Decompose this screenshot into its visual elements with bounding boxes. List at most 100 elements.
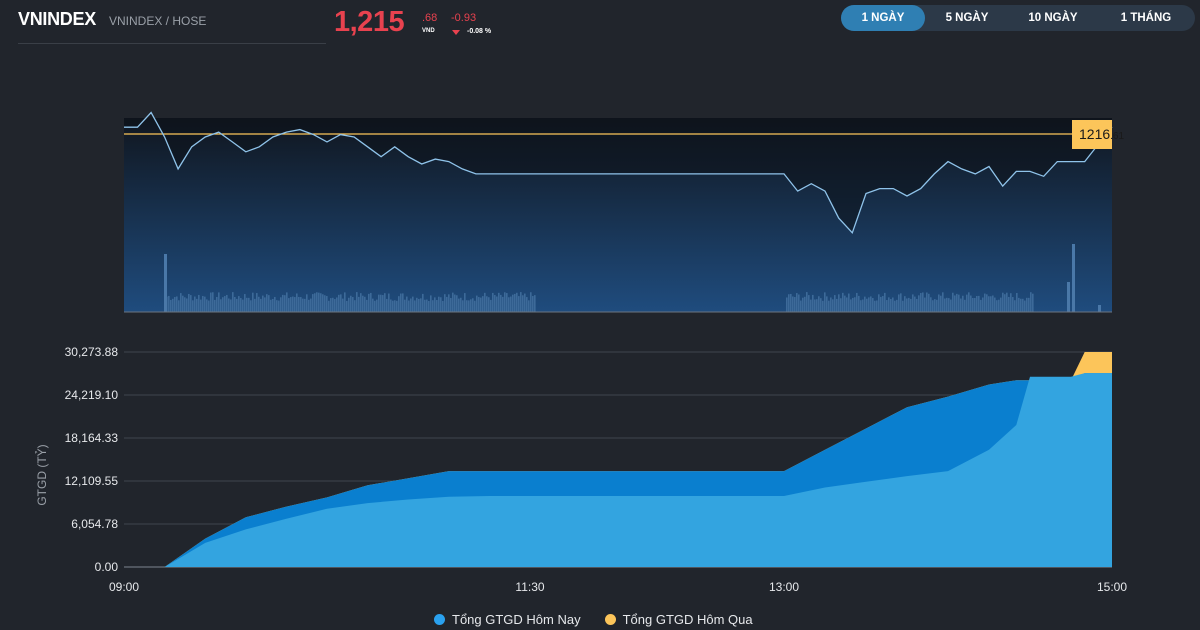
volume-bar xyxy=(264,297,266,312)
volume-bar xyxy=(402,293,404,312)
volume-bar xyxy=(362,295,364,312)
volume-bar xyxy=(874,300,876,312)
volume-bar xyxy=(964,299,966,312)
volume-bar xyxy=(350,295,352,312)
legend: Tổng GTGD Hôm Nay Tổng GTGD Hôm Qua xyxy=(434,612,753,627)
range-10-days-button[interactable]: 10 NGÀY xyxy=(1028,12,1078,24)
volume-bar xyxy=(428,300,430,312)
volume-bar xyxy=(348,297,350,312)
volume-bar xyxy=(450,297,452,312)
volume-bar xyxy=(410,298,412,312)
volume-bar xyxy=(164,254,167,312)
volume-bar xyxy=(192,300,194,312)
volume-bar xyxy=(464,293,466,312)
volume-bar xyxy=(206,299,208,312)
volume-bar xyxy=(244,294,246,312)
volume-bar xyxy=(864,296,866,312)
volume-bar xyxy=(272,298,274,312)
volume-bar xyxy=(200,299,202,312)
legend-item-yesterday[interactable]: Tổng GTGD Hôm Qua xyxy=(604,612,753,627)
volume-bar xyxy=(786,297,788,312)
volume-bar xyxy=(460,297,462,312)
volume-bar xyxy=(216,297,218,312)
volume-bar xyxy=(496,296,498,312)
volume-bar xyxy=(432,300,434,312)
range-5-days-button[interactable]: 5 NGÀY xyxy=(945,12,989,24)
volume-bar xyxy=(868,297,870,312)
volume-bar xyxy=(824,292,826,312)
volume-bar xyxy=(412,296,414,312)
volume-bar xyxy=(310,298,312,312)
volume-bar xyxy=(980,299,982,312)
volume-bar xyxy=(376,299,378,312)
volume-bar xyxy=(802,297,804,312)
x-tick-label: 11:30 xyxy=(515,580,544,594)
volume-bar xyxy=(902,300,904,312)
range-1-day-button[interactable]: 1 NGÀY xyxy=(841,5,925,31)
volume-bar xyxy=(204,296,206,312)
volume-bar xyxy=(922,292,924,312)
volume-bar xyxy=(286,292,288,312)
volume-bar xyxy=(1006,292,1008,312)
range-1-month-button[interactable]: 1 THÁNG xyxy=(1120,12,1172,24)
volume-bar xyxy=(230,299,232,312)
volume-bar xyxy=(174,297,176,312)
volume-bar xyxy=(384,293,386,312)
volume-bar xyxy=(418,298,420,312)
volume-bar xyxy=(336,297,338,312)
volume-bar xyxy=(790,293,792,312)
volume-bar xyxy=(926,292,928,312)
volume-bar xyxy=(386,298,388,312)
volume-bar xyxy=(842,292,844,312)
volume-bar xyxy=(958,294,960,312)
volume-bar xyxy=(220,299,222,312)
volume-bar xyxy=(212,292,214,312)
volume-bar xyxy=(996,300,998,312)
volume-bar xyxy=(896,299,898,312)
volume-bar xyxy=(938,294,940,312)
volume-bar xyxy=(456,295,458,312)
volume-bar xyxy=(894,300,896,312)
volume-bar xyxy=(510,296,512,312)
volume-bar xyxy=(850,299,852,312)
volume-bar xyxy=(358,296,360,312)
volume-bar xyxy=(932,300,934,312)
volume-bar xyxy=(248,297,250,312)
volume-bar xyxy=(480,297,482,312)
volume-bar xyxy=(866,298,868,312)
volume-bar xyxy=(178,300,180,312)
volume-bar xyxy=(968,292,970,312)
volume-bar xyxy=(238,296,240,312)
volume-bar xyxy=(256,293,258,312)
volume-bar xyxy=(1018,297,1020,312)
volume-bar xyxy=(448,294,450,312)
volume-bar xyxy=(472,298,474,312)
volume-bar xyxy=(196,298,198,312)
volume-bar xyxy=(224,296,226,312)
volume-bar xyxy=(340,294,342,312)
volume-bar xyxy=(454,294,456,312)
volume-bar xyxy=(210,292,212,312)
volume-bar xyxy=(458,298,460,312)
volume-bar xyxy=(434,297,436,312)
volume-bar xyxy=(504,292,506,312)
price-change: -0.93 xyxy=(451,12,477,24)
header-left: VNINDEX VNINDEX / HOSE xyxy=(18,9,326,44)
legend-item-today[interactable]: Tổng GTGD Hôm Nay xyxy=(434,612,581,627)
volume-bar xyxy=(798,294,800,312)
volume-bar xyxy=(444,294,446,312)
volume-bar xyxy=(316,292,318,312)
volume-bar xyxy=(524,293,526,312)
volume-bar xyxy=(994,297,996,312)
volume-bar xyxy=(502,296,504,312)
volume-bar xyxy=(170,299,172,312)
volume-bar xyxy=(282,294,284,312)
volume-bar xyxy=(990,296,992,312)
volume-bar xyxy=(198,294,200,312)
volume-bar xyxy=(228,298,230,312)
volume-bar xyxy=(898,294,900,312)
volume-bar xyxy=(1000,297,1002,312)
volume-bar xyxy=(194,296,196,312)
volume-bar xyxy=(988,296,990,312)
volume-bar xyxy=(466,300,468,312)
